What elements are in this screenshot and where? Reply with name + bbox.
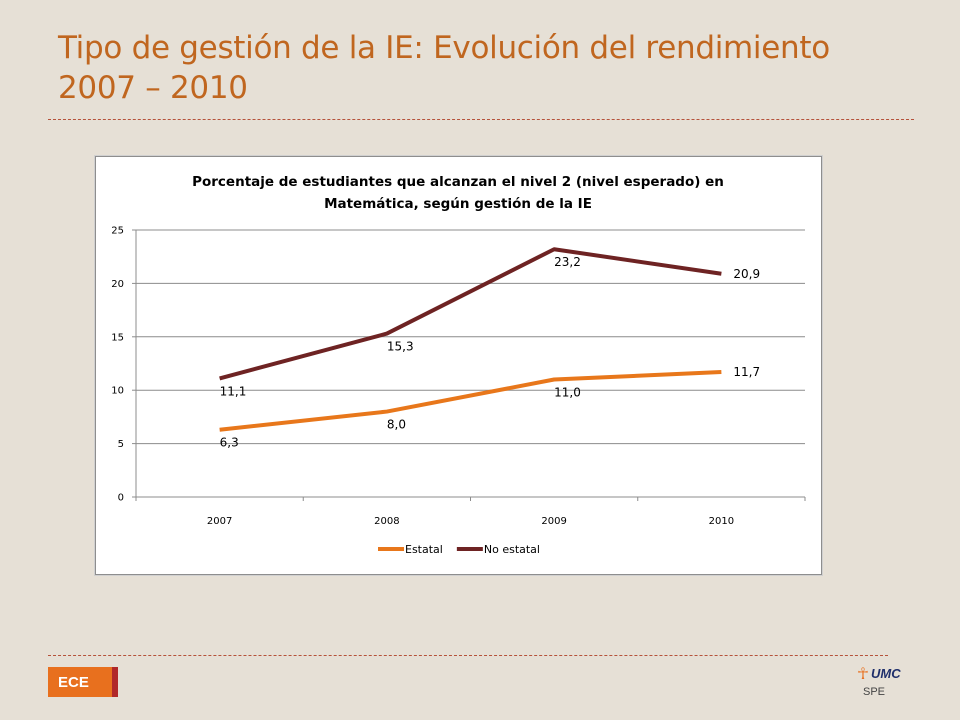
logo-text: UMC (871, 666, 901, 681)
slide-title-line2: 2007 – 2010 (58, 70, 248, 106)
top-divider (48, 119, 914, 120)
x-tick-label: 2009 (541, 516, 566, 527)
series-line-no-estatal (219, 247, 722, 381)
y-tick-label: 20 (111, 279, 124, 290)
y-tick-label: 10 (111, 386, 124, 397)
y-tick-label: 25 (111, 226, 124, 237)
line-chart: Porcentaje de estudiantes que alcanzan e… (111, 174, 806, 556)
y-tick-label: 5 (118, 439, 124, 450)
chart-container: Porcentaje de estudiantes que alcanzan e… (95, 156, 822, 575)
umc-logo: ☥ UMC SPE (855, 666, 905, 706)
data-label: 11,1 (220, 384, 247, 398)
x-tick-label: 2007 (207, 516, 232, 527)
chart-title-line1: Porcentaje de estudiantes que alcanzan e… (192, 174, 724, 190)
legend-label: Estatal (405, 543, 443, 556)
bottom-divider (48, 655, 888, 656)
slide-title: Tipo de gestión de la IE: Evolución del … (58, 28, 918, 108)
legend-label: No estatal (484, 543, 540, 556)
data-label: 20,9 (733, 267, 760, 281)
ece-tag-label: ECE (58, 674, 89, 691)
series-line-estatal (219, 370, 722, 432)
logo-subtext: SPE (863, 686, 886, 698)
y-tick-label: 0 (118, 493, 124, 504)
x-tick-label: 2010 (709, 516, 734, 527)
data-label: 6,3 (220, 436, 239, 450)
data-label: 11,0 (554, 386, 581, 400)
ece-tag: ECE (48, 667, 118, 697)
slide-title-line1: Tipo de gestión de la IE: Evolución del … (58, 30, 830, 66)
chart-title-line2: Matemática, según gestión de la IE (324, 196, 592, 212)
data-label: 23,2 (554, 255, 581, 269)
data-label: 8,0 (387, 418, 406, 432)
data-label: 11,7 (733, 365, 760, 379)
x-tick-label: 2008 (374, 516, 399, 527)
person-icon: ☥ (857, 666, 869, 683)
data-label: 15,3 (387, 340, 414, 354)
y-tick-label: 15 (111, 332, 124, 343)
